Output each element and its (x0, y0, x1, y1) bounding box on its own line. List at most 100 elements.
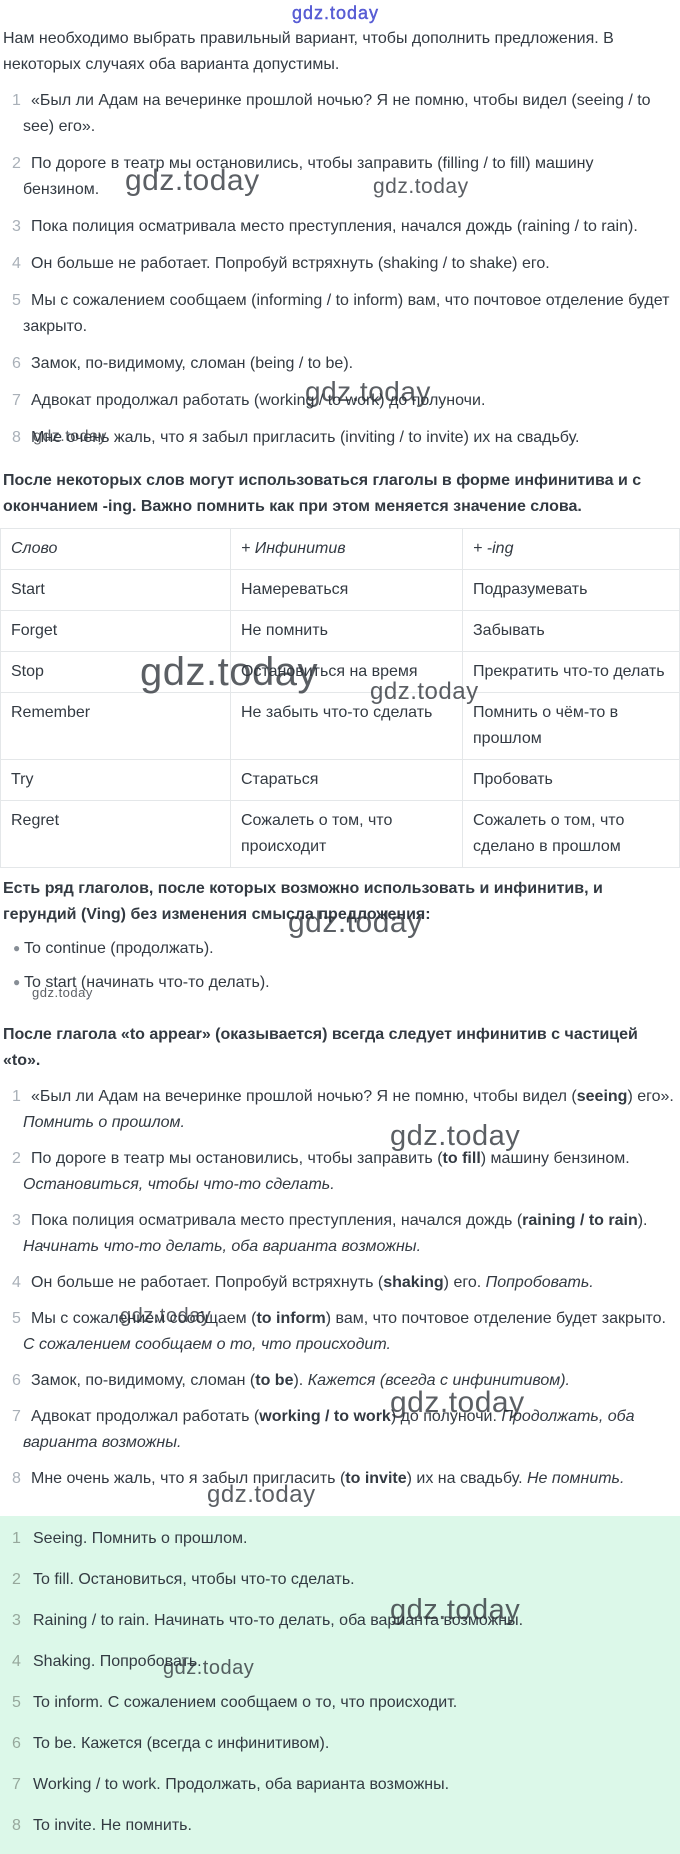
cell-ing: Подразумевать (462, 569, 680, 611)
list-item: 5 To inform. С сожалением сообщаем о то, … (0, 1690, 680, 1716)
item-number: 8 (12, 1470, 21, 1487)
list-item: 2 По дороге в театр мы остановились, чтоб… (0, 1146, 680, 1198)
bullet-item: ● To start (начинать что-то делать). (0, 970, 680, 996)
table-header: Слово + Инфинитив + -ing (0, 528, 680, 570)
list-item: 3 Raining / to rain. Начинать что-то дела… (0, 1608, 680, 1634)
cell-infinitive: Сожалеть о том, что происходит (230, 800, 463, 868)
item-text: ) машину бензином. (480, 1150, 630, 1167)
item-text: Мне очень жаль, что я забыл пригласить (… (31, 429, 580, 446)
item-number: 2 (12, 1150, 21, 1167)
item-text: ) вам, что почтовое отделение будет закр… (325, 1310, 666, 1327)
item-number: 1 (12, 1088, 21, 1105)
list-item: 4 Он больше не работает. Попробуй встряхн… (0, 1270, 680, 1296)
cell-word: Regret (0, 800, 231, 868)
item-text: ) их на свадьбу. (406, 1470, 527, 1487)
table-row: Regret Сожалеть о том, что происходит Со… (0, 800, 680, 868)
item-text: Он больше не работает. Попробуй встряхну… (31, 255, 550, 272)
cell-ing: Помнить о чём-то в прошлом (462, 692, 680, 760)
cell-word: Forget (0, 610, 231, 652)
item-text: ). (637, 1212, 648, 1229)
item-number: 8 (12, 429, 21, 446)
item-text: Замок, по-видимому, сломан (being / to b… (31, 355, 354, 372)
item-number: 8 (12, 1817, 21, 1834)
chosen-option: seeing (576, 1088, 628, 1105)
column-header-infinitive: + Инфинитив (230, 528, 463, 570)
cell-infinitive: Не забыть что-то сделать (230, 692, 463, 760)
list-item: 3 Пока полиция осматривала место преступл… (0, 214, 680, 240)
item-number: 5 (12, 1694, 21, 1711)
chosen-option: to fill (442, 1150, 481, 1167)
item-number: 6 (12, 1735, 21, 1752)
list-item: 5 Мы с сожалением сообщаем (to inform) ва… (0, 1306, 680, 1358)
item-text: To invite. Не помнить. (33, 1817, 192, 1834)
item-text: ) его. (443, 1274, 486, 1291)
item-text: По дороге в театр мы остановились, чтобы… (31, 1150, 443, 1167)
item-note: Кажется (всегда с инфинитивом). (307, 1372, 570, 1389)
item-text: Shaking. Попробовать. (33, 1653, 202, 1670)
bullet-item: ● To continue (продолжать). (0, 936, 680, 962)
cell-ing: Пробовать (462, 759, 680, 801)
item-number: 2 (12, 155, 21, 172)
cell-ing: Прекратить что-то делать (462, 651, 680, 693)
item-number: 2 (12, 1571, 21, 1588)
item-number: 3 (12, 218, 21, 235)
item-text: «Был ли Адам на вечеринке прошлой ночью?… (31, 1088, 577, 1105)
item-number: 5 (12, 1310, 21, 1327)
item-note: Начинать что-то делать, оба варианта воз… (23, 1238, 422, 1255)
brand-watermark: gdz.today (292, 3, 380, 23)
cell-word: Start (0, 569, 231, 611)
item-number: 6 (12, 355, 21, 372)
item-text: To fill. Остановиться, чтобы что-то сдел… (33, 1571, 355, 1588)
item-note: С сожалением сообщаем о то, что происход… (23, 1336, 391, 1353)
list-item: 4 Он больше не работает. Попробуй встряхн… (0, 251, 680, 277)
item-text: Адвокат продолжал работать ( (31, 1408, 260, 1425)
column-header-ing: + -ing (462, 528, 680, 570)
chosen-option: to inform (256, 1310, 326, 1327)
item-number: 6 (12, 1372, 21, 1389)
item-number: 7 (12, 392, 21, 409)
table-row: Forget Не помнить Забывать (0, 610, 680, 652)
final-answers-list: 1 Seeing. Помнить о прошлом. 2 To fill. Ос… (0, 1526, 680, 1839)
item-text: Адвокат продолжал работать (working / to… (31, 392, 486, 409)
item-text: ) до полуночи. (390, 1408, 502, 1425)
chosen-option: working / to work (259, 1408, 391, 1425)
list-item: 7 Адвокат продолжал работать (working / t… (0, 1404, 680, 1456)
item-number: 7 (12, 1408, 21, 1425)
document-page: { "brand": { "watermark": "gdz.today" },… (0, 3, 680, 1854)
table-row: Remember Не забыть что-то сделать Помнит… (0, 692, 680, 760)
item-text: Мы с сожалением сообщаем (informing / to… (23, 292, 670, 335)
chosen-option: to invite (345, 1470, 407, 1487)
item-note: Помнить о прошлом. (23, 1114, 185, 1131)
cell-infinitive: Намереваться (230, 569, 463, 611)
item-text: Он больше не работает. Попробуй встряхну… (31, 1274, 384, 1291)
list-item: 5 Мы с сожалением сообщаем (informing / t… (0, 288, 680, 340)
item-number: 3 (12, 1212, 21, 1229)
list-item: 4 Shaking. Попробовать. (0, 1649, 680, 1675)
intro-paragraph: Нам необходимо выбрать правильный вариан… (3, 30, 614, 73)
table-row: Try Стараться Пробовать (0, 759, 680, 801)
list-item: 8 To invite. Не помнить. (0, 1813, 680, 1839)
chosen-option: shaking (383, 1274, 444, 1291)
item-number: 5 (12, 292, 21, 309)
item-note: Остановиться, чтобы что-то сделать. (23, 1176, 335, 1193)
chosen-option: raining / to rain (522, 1212, 638, 1229)
cell-word: Try (0, 759, 231, 801)
bullet-icon: ● (13, 975, 21, 989)
table-row: Stop Остановиться на время Прекратить чт… (0, 651, 680, 693)
item-text: Замок, по-видимому, сломан ( (31, 1372, 256, 1389)
rule-infinitive-ing: После некоторых слов могут использоватьс… (3, 472, 642, 515)
item-number: 4 (12, 1653, 21, 1670)
list-item: 6 Замок, по-видимому, сломан (being / to … (0, 351, 680, 377)
item-text: «Был ли Адам на вечеринке прошлой ночью?… (23, 92, 651, 135)
list-item: 1 «Был ли Адам на вечеринке прошлой ночью… (0, 1084, 680, 1136)
exercise-list: 1 «Был ли Адам на вечеринке прошлой ночью… (0, 88, 680, 462)
cell-ing: Сожалеть о том, что сделано в прошлом (462, 800, 680, 868)
list-item: 1 Seeing. Помнить о прошлом. (0, 1526, 680, 1552)
rule-to-appear: После глагола «to appear» (оказывается) … (3, 1026, 638, 1069)
item-text: Raining / to rain. Начинать что-то делат… (33, 1612, 524, 1629)
cell-infinitive: Стараться (230, 759, 463, 801)
column-header-word: Слово (0, 528, 231, 570)
list-item: 2 To fill. Остановиться, чтобы что-то сде… (0, 1567, 680, 1593)
table-body: Start Намереваться Подразумевать Forget … (0, 569, 680, 868)
item-text: Working / to work. Продолжать, оба вариа… (33, 1776, 450, 1793)
